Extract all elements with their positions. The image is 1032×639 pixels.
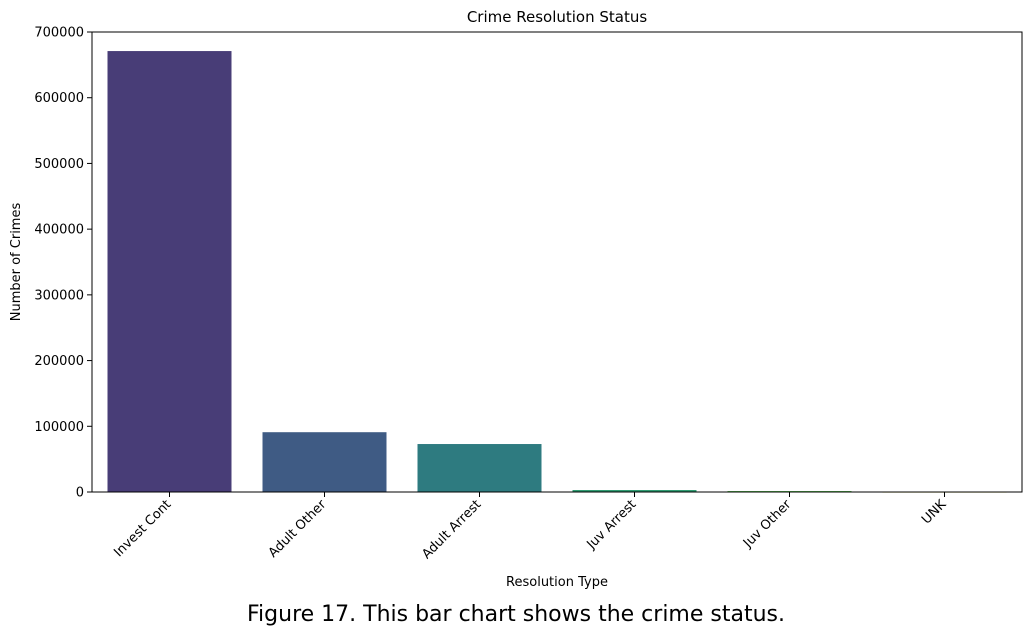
bar-adult-arrest: [417, 444, 542, 492]
plot-frame: [91, 31, 1023, 493]
x-tick-label: Invest Cont: [111, 497, 174, 560]
bars-group: [107, 51, 1007, 493]
y-tick-label: 700000: [34, 26, 84, 41]
x-tick-label: Juv Arrest: [584, 497, 640, 553]
x-tick-label: Adult Arrest: [419, 497, 484, 562]
figure-caption: Figure 17. This bar chart shows the crim…: [247, 602, 785, 627]
x-tick-label: UNK: [919, 497, 950, 528]
x-tick-label: Juv Other: [740, 497, 795, 552]
y-tick-label: 300000: [34, 288, 84, 303]
bar-adult-other: [262, 432, 387, 492]
y-tick-label: 500000: [34, 157, 84, 172]
x-tick-label: Adult Other: [266, 497, 330, 561]
bar-juv-arrest: [572, 490, 697, 492]
y-tick-label: 600000: [34, 91, 84, 106]
bar-chart: Crime Resolution Status Number of Crimes…: [9, 8, 1023, 590]
y-tick-label: 400000: [34, 223, 84, 238]
y-tick-label: 100000: [34, 420, 84, 435]
x-axis-label: Resolution Type: [506, 575, 608, 590]
chart-title: Crime Resolution Status: [467, 8, 648, 26]
bar-invest-cont: [107, 51, 232, 493]
y-axis-label: Number of Crimes: [9, 203, 24, 322]
x-axis-ticks: Invest Cont Adult Other Adult Arrest Juv Ar…: [111, 492, 950, 562]
y-tick-label: 0: [76, 486, 84, 501]
y-tick-label: 200000: [34, 354, 84, 369]
y-axis-ticks: 0 100000 200000 300000 400000 500000 600000 700…: [34, 26, 92, 501]
